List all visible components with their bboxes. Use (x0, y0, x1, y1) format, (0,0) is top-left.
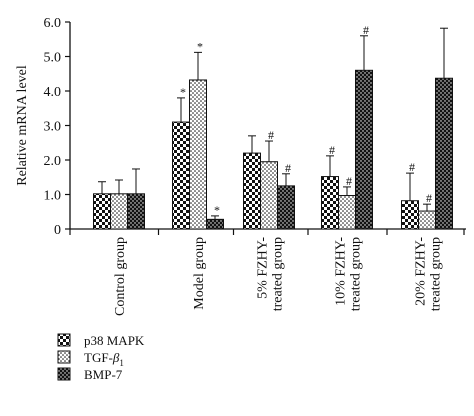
significance-marker: * (197, 39, 203, 53)
axes: 0 1.0 2.0 3.0 4.0 5.0 6.0 Relative mRNA level Co… (15, 16, 466, 316)
legend-label: BMP-7 (84, 367, 123, 382)
bar (206, 218, 224, 230)
x-category-label: Control group (113, 237, 128, 316)
significance-marker: # (409, 160, 415, 174)
bar (355, 69, 373, 230)
y-tick-label: 2.0 (44, 154, 62, 169)
significance-marker: # (426, 191, 432, 205)
x-category-label: treated group (429, 237, 444, 311)
bar (189, 79, 207, 230)
bar (172, 121, 190, 230)
legend-swatch (57, 367, 71, 381)
y-tick-label: 6.0 (44, 16, 62, 31)
bar (260, 161, 278, 230)
x-category-label: 20% FZHY- (414, 237, 429, 306)
bar (243, 152, 261, 230)
significance-marker: * (180, 85, 186, 99)
bar (277, 185, 295, 230)
legend-label: p38 MAPK (84, 333, 145, 348)
bar (338, 195, 356, 230)
legend-swatch (57, 333, 71, 347)
y-tick-label: 4.0 (44, 85, 62, 100)
legend-swatch (57, 350, 71, 364)
bar (435, 77, 453, 230)
bar (401, 200, 419, 230)
significance-marker: # (268, 128, 274, 142)
significance-marker: # (285, 161, 291, 175)
x-category-label: 5% FZHY- (256, 237, 271, 299)
y-tick-label: 0 (54, 223, 61, 238)
significance-marker: * (214, 203, 220, 217)
bar (418, 210, 436, 230)
x-category-label: Model group (192, 237, 207, 310)
significance-marker: # (363, 23, 369, 37)
significance-marker: # (329, 143, 335, 157)
x-category-label: treated group (349, 237, 364, 311)
bars: * # # * # # # * # # (93, 23, 453, 230)
y-axis-label: Relative mRNA level (15, 65, 30, 186)
bar (321, 176, 339, 230)
x-category-label: 10% FZHY- (334, 237, 349, 306)
significance-marker: # (346, 174, 352, 188)
x-category-label: treated group (271, 237, 286, 311)
y-tick-label: 1.0 (44, 189, 62, 204)
y-tick-label: 3.0 (44, 120, 62, 135)
y-tick-label: 5.0 (44, 51, 62, 66)
legend-label: TGF-β1 (84, 350, 124, 368)
bar (110, 193, 128, 230)
bar (127, 193, 145, 230)
bar (93, 193, 111, 230)
